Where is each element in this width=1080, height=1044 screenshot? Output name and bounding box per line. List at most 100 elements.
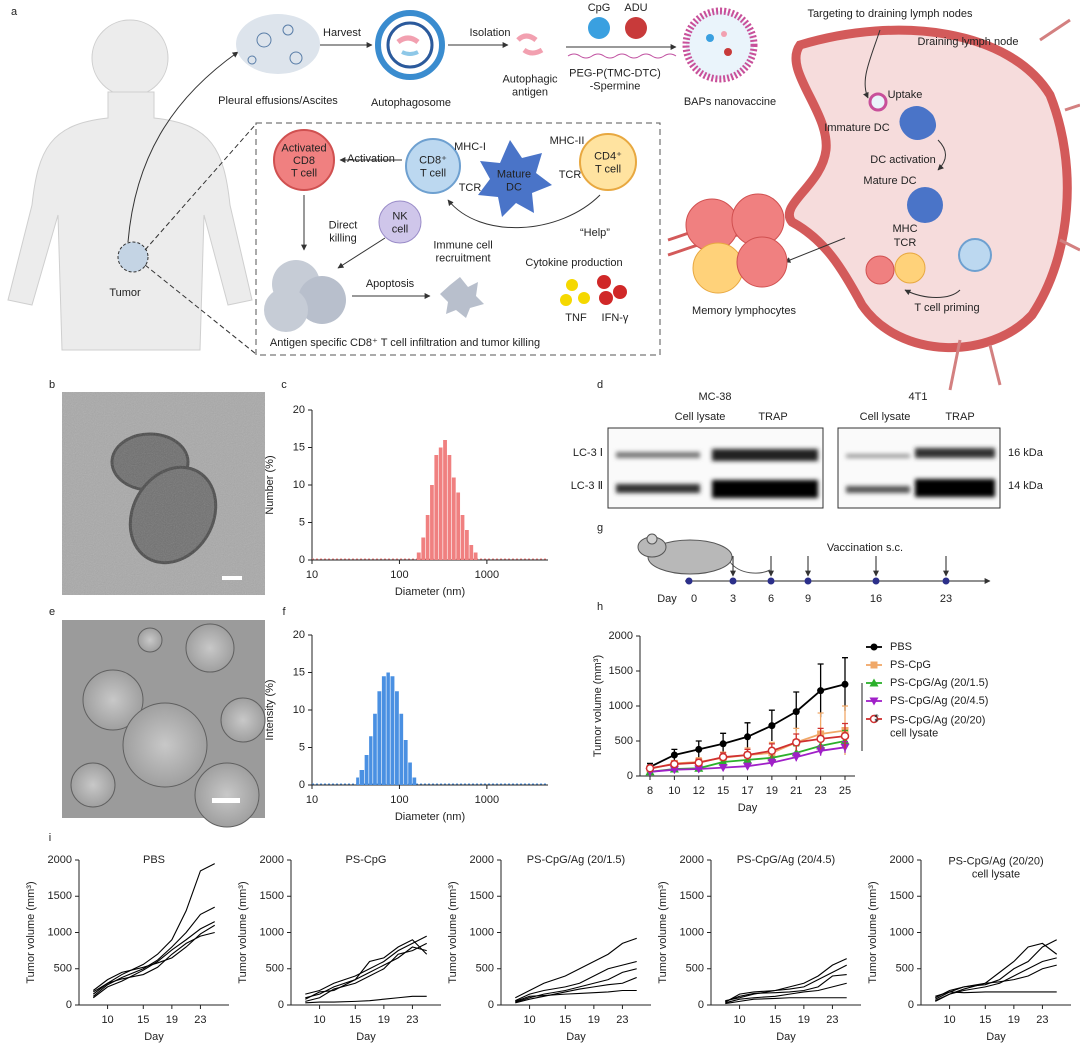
x-tick-label: 23 — [194, 1014, 206, 1026]
illustration — [236, 14, 320, 74]
illustration — [682, 7, 758, 83]
x-tick-label: 15 — [137, 1014, 149, 1026]
bar — [399, 713, 404, 785]
panel-label: g — [597, 522, 603, 534]
x-tick-label: 15 — [979, 1014, 991, 1026]
x-tick-label: 1000 — [475, 569, 499, 581]
bar — [421, 537, 426, 560]
blot-label: TRAP — [758, 411, 787, 423]
marker — [817, 687, 825, 695]
antigen-icon — [516, 33, 544, 56]
y-tick-label: 2000 — [680, 854, 704, 866]
illustration — [222, 576, 242, 580]
bar — [434, 455, 439, 560]
marker — [645, 764, 655, 773]
axes — [500, 860, 651, 1006]
y-tick-label: 500 — [54, 963, 72, 975]
y-axis-label: Tumor volume (mm³) — [657, 881, 669, 983]
marker — [719, 740, 727, 748]
illustration — [256, 32, 272, 48]
marker — [816, 747, 826, 756]
blot-label: Cell lysate — [675, 411, 726, 423]
autophagosome-icon — [375, 10, 445, 80]
illustration — [579, 133, 637, 191]
diagram-label: NK cell — [392, 211, 409, 236]
annotation: Vaccination s.c. — [827, 542, 903, 554]
marker — [767, 759, 777, 768]
illustration — [282, 24, 294, 36]
diagram-label: Harvest — [323, 27, 361, 39]
y-tick-label: 5 — [299, 741, 305, 753]
timeline-dot — [685, 577, 693, 585]
marker — [670, 759, 679, 769]
illustration — [948, 18, 1080, 391]
line — [725, 974, 847, 1002]
illustration — [566, 279, 578, 291]
line — [935, 942, 1058, 999]
legend-label: PS-CpG — [890, 659, 931, 671]
y-axis-label: Tumor volume (mm³) — [25, 881, 37, 983]
illustration — [378, 200, 422, 244]
y-tick-label: 500 — [476, 963, 494, 975]
y-tick-label: 1500 — [470, 890, 494, 902]
timeline-dot — [804, 577, 812, 585]
chart-title: PS-CpG — [346, 854, 387, 866]
panel-label: i — [49, 832, 51, 844]
bar — [438, 447, 443, 560]
y-tick-label: 5 — [299, 516, 305, 528]
timeline-dot — [767, 577, 775, 585]
illustration — [386, 21, 434, 69]
legend-label: PBS — [890, 641, 912, 653]
tem-image — [62, 392, 265, 595]
timeline-day: 0 — [691, 593, 697, 605]
line — [515, 976, 637, 1004]
timeline-day: 6 — [768, 593, 774, 605]
y-tick-label: 2000 — [890, 854, 914, 866]
diagram-label: Draining lymph node — [918, 36, 1019, 48]
diagram-label: Apoptosis — [366, 278, 415, 290]
illustration — [447, 194, 601, 228]
y-tick-label: 500 — [686, 963, 704, 975]
y-tick-label: 0 — [908, 999, 914, 1011]
y-tick-label: 1500 — [260, 890, 284, 902]
x-tick-label: 1000 — [475, 794, 499, 806]
diagram-label: MHC-II — [550, 135, 585, 147]
marker — [768, 722, 776, 730]
illustration — [289, 51, 303, 65]
marker — [694, 765, 704, 774]
y-tick-label: 1000 — [260, 926, 284, 938]
diagram-label: Isolation — [470, 27, 511, 39]
polymer-icon — [567, 53, 677, 59]
diagram-label: MHC — [892, 223, 917, 235]
diagram-label: Memory lymphocytes — [692, 305, 796, 317]
illustration — [894, 252, 926, 284]
illustration — [721, 31, 727, 37]
panel-label: b — [49, 379, 55, 391]
x-tick-label: 12 — [693, 785, 705, 797]
axes — [78, 860, 229, 1006]
illustration — [91, 19, 169, 97]
x-tick-label: 10 — [101, 1014, 113, 1026]
y-tick-label: 1500 — [890, 890, 914, 902]
y-tick-label: 10 — [293, 479, 305, 491]
x-tick-label: 10 — [733, 1014, 745, 1026]
x-tick-label: 23 — [616, 1014, 628, 1026]
x-axis-label: Day — [144, 1031, 164, 1043]
x-tick-label: 15 — [559, 1014, 571, 1026]
y-axis-label: Tumor volume (mm³) — [237, 881, 249, 983]
marker — [840, 731, 850, 741]
bar — [373, 713, 377, 785]
tumor-icon — [117, 241, 149, 273]
illustration — [185, 623, 235, 673]
timeline-day: 9 — [805, 593, 811, 605]
line — [92, 863, 215, 993]
timeline-day: 3 — [730, 593, 736, 605]
zoom-line — [144, 123, 257, 251]
illustration — [865, 255, 895, 285]
illustration — [264, 288, 308, 332]
axes — [311, 635, 548, 786]
marker — [869, 697, 879, 706]
timeline-dot — [729, 577, 737, 585]
panel-label: c — [281, 379, 287, 391]
